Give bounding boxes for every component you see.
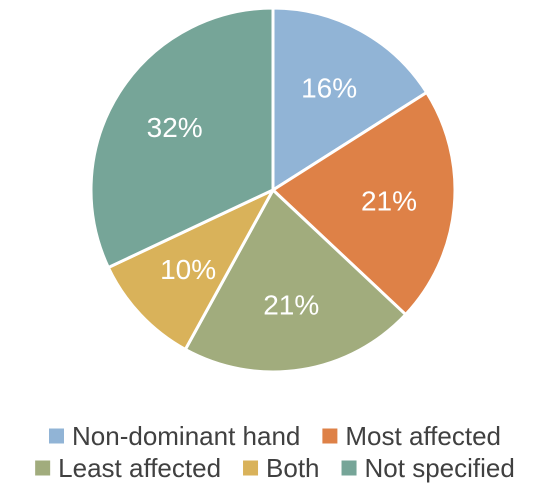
legend-swatch-not-specified [341, 460, 357, 476]
slice-value-label-most-affected: 21% [361, 185, 417, 216]
pie-slices [89, 6, 457, 374]
pie-slice-least-affected [183, 188, 408, 374]
slice-value-label-not-specified: 32% [147, 112, 203, 143]
legend: Non-dominant hand Most affected Least affe… [35, 421, 515, 483]
slice-value-label-least-affected: 21% [263, 290, 319, 321]
slice-value-label-both: 10% [160, 254, 216, 285]
legend-label-both: Both [266, 453, 320, 483]
legend-item-both: Both [243, 453, 320, 483]
pie-slice-most-affected [271, 90, 457, 317]
legend-item-non-dominant-hand: Non-dominant hand [49, 421, 300, 451]
legend-item-least-affected: Least affected [35, 453, 221, 483]
pie-slice-non-dominant-hand [271, 6, 429, 192]
legend-label-most-affected: Most affected [345, 421, 501, 451]
legend-swatch-non-dominant-hand [49, 428, 64, 444]
legend-swatch-both [243, 460, 259, 476]
legend-swatch-least-affected [35, 460, 51, 476]
pie-value-labels: 16% 21% 21% 10% 32% [147, 72, 417, 320]
slice-value-label-non-dominant-hand: 16% [301, 72, 357, 103]
legend-swatch-most-affected [322, 428, 338, 444]
legend-item-not-specified: Not specified [341, 453, 515, 483]
legend-label-non-dominant-hand: Non-dominant hand [72, 421, 300, 451]
pie-slice-both [106, 188, 275, 351]
legend-item-most-affected: Most affected [322, 421, 501, 451]
legend-label-least-affected: Least affected [58, 453, 221, 483]
legend-label-not-specified: Not specified [365, 453, 515, 483]
pie-slice-not-specified [89, 6, 275, 269]
